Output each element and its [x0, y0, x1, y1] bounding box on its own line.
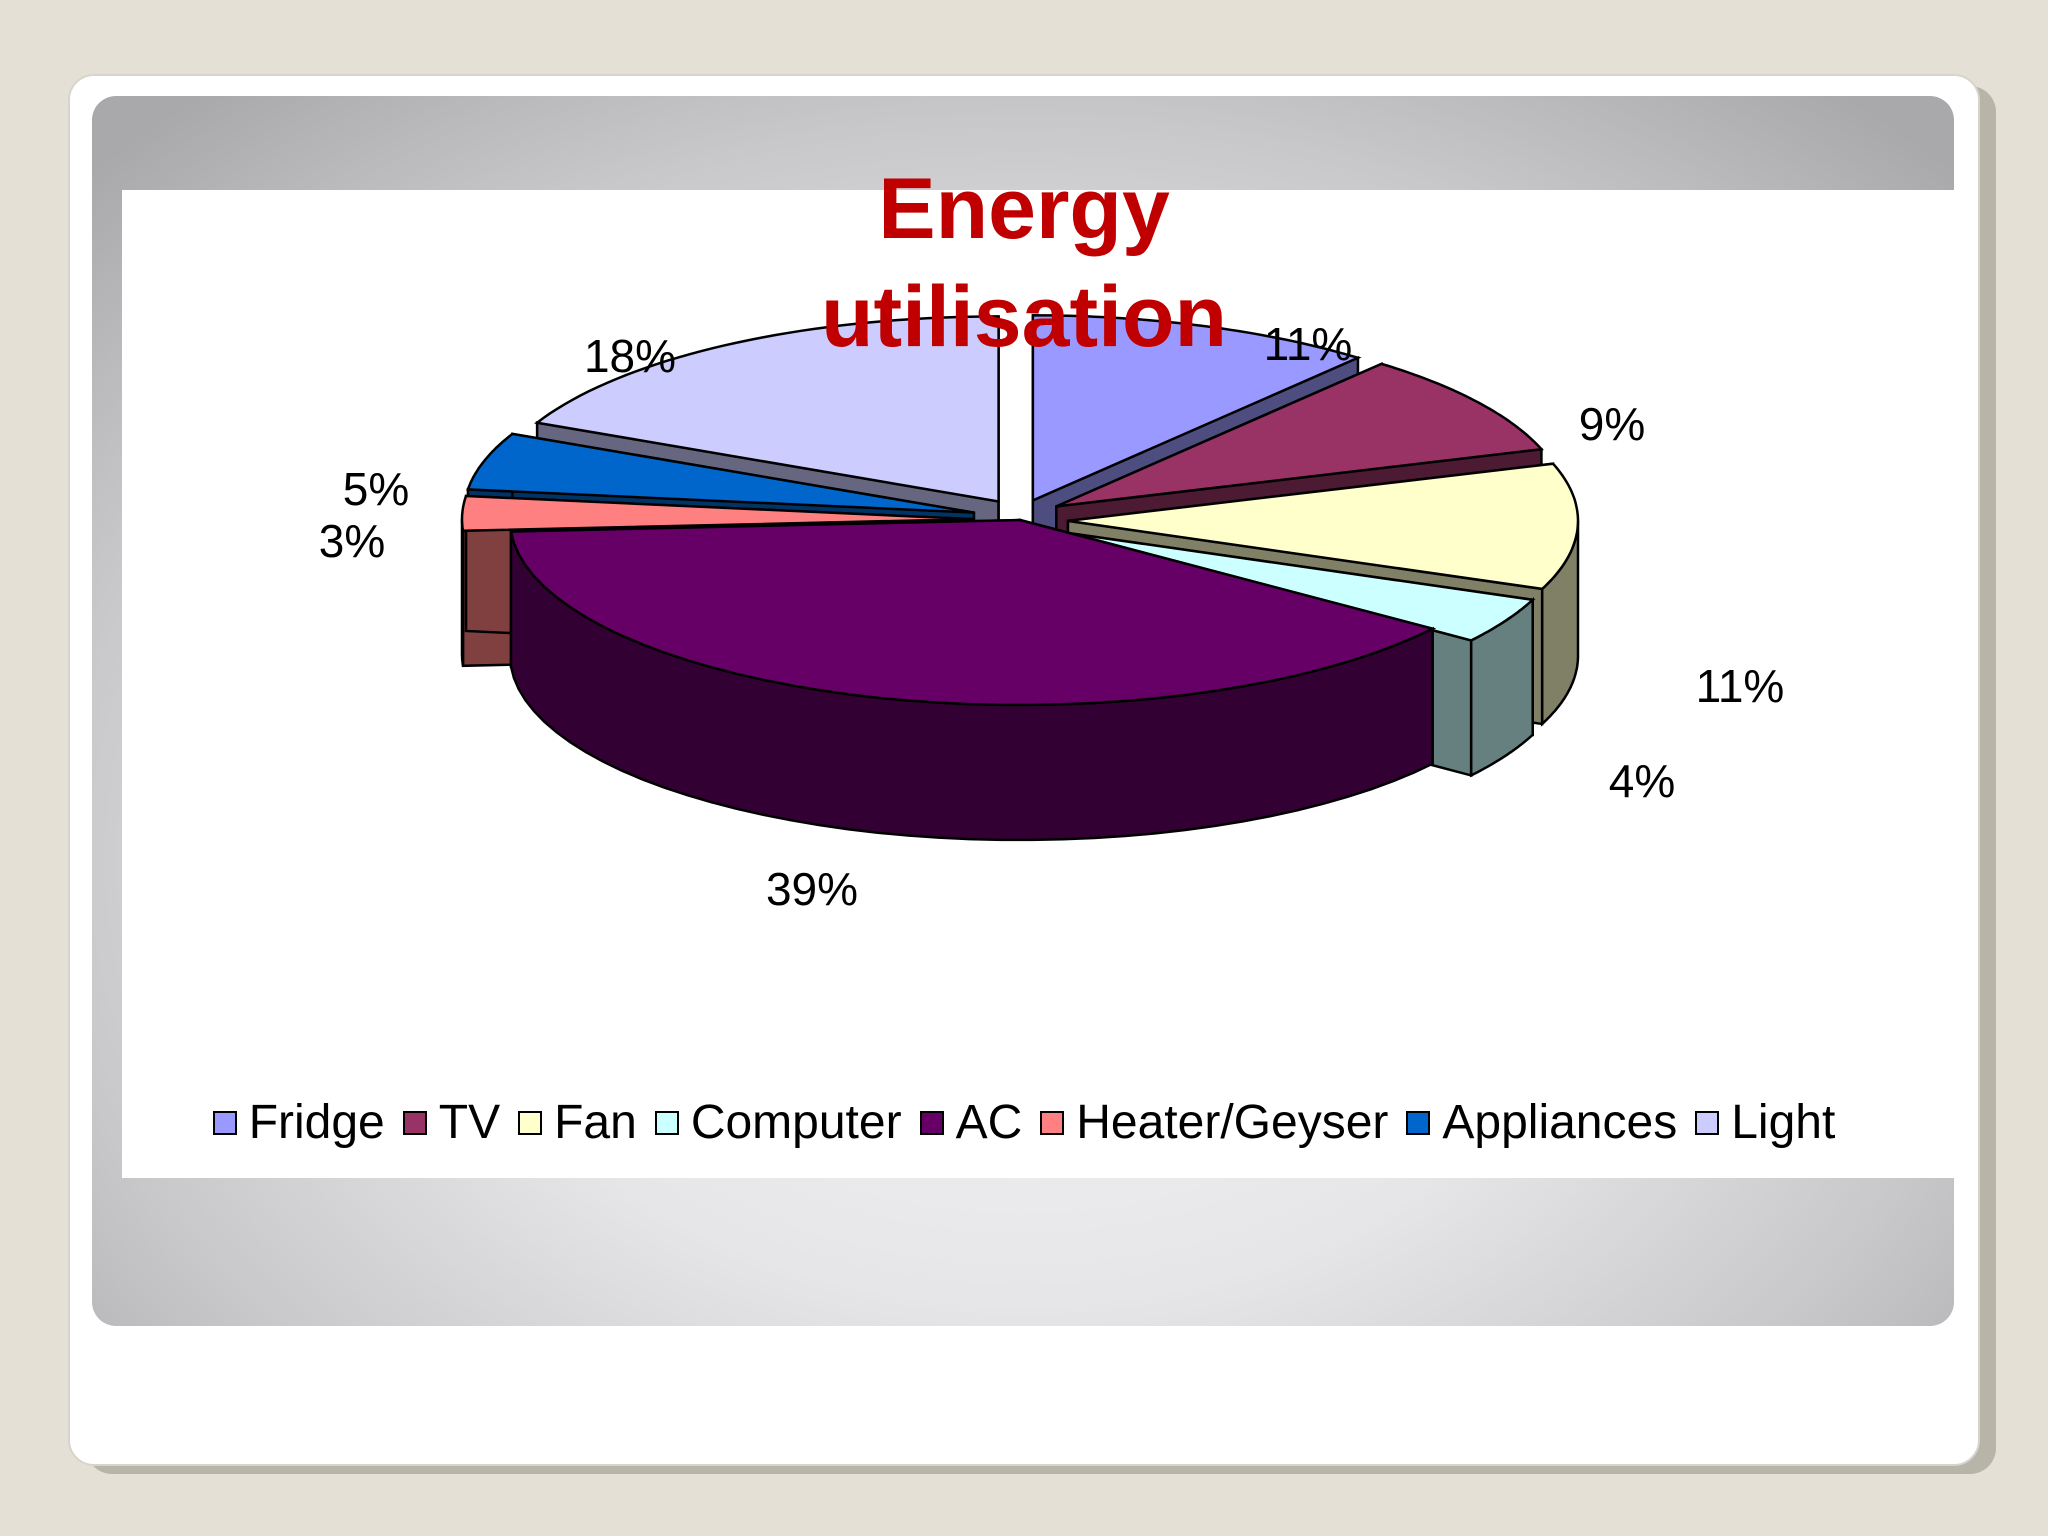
chart-title-line-1: Energy: [878, 161, 1170, 257]
legend-item-tv: TV: [402, 1095, 501, 1150]
legend-item-appliances: Appliances: [1406, 1095, 1677, 1150]
legend-label: Appliances: [1442, 1096, 1678, 1149]
legend-label: Computer: [690, 1096, 902, 1149]
legend-label: TV: [438, 1096, 501, 1149]
legend-label: Fridge: [248, 1096, 385, 1149]
legend-label: Heater/Geyser: [1076, 1096, 1389, 1149]
legend-swatch: [1695, 1110, 1720, 1135]
legend-item-light: Light: [1695, 1095, 1835, 1150]
legend-swatch: [919, 1110, 944, 1135]
legend-item-computer: Computer: [654, 1095, 902, 1150]
legend-item-fridge: Fridge: [212, 1095, 385, 1150]
legend-swatch: [518, 1110, 543, 1135]
legend-swatch: [212, 1110, 237, 1135]
data-label-computer: 4%: [1609, 755, 1675, 807]
data-label-appliances: 5%: [343, 463, 409, 515]
legend-label: Light: [1731, 1096, 1836, 1149]
data-label-heater-geyser: 3%: [319, 515, 385, 567]
legend-item-fan: Fan: [518, 1095, 637, 1150]
legend-label: Fan: [554, 1096, 637, 1149]
legend-swatch: [1406, 1110, 1431, 1135]
legend-swatch: [654, 1110, 679, 1135]
data-label-light: 18%: [584, 330, 676, 382]
legend-label: AC: [955, 1096, 1023, 1149]
data-label-ac: 39%: [766, 863, 858, 915]
data-label-fridge: 11%: [1264, 318, 1353, 370]
legend-item-ac: AC: [919, 1095, 1023, 1150]
legend-swatch: [1040, 1110, 1065, 1135]
chart-title-line-2: utilisation: [820, 269, 1228, 365]
chart-legend: Fridge TV Fan Computer AC Heater/Geyser Applia…: [0, 1095, 2048, 1150]
data-label-tv: 9%: [1579, 398, 1645, 450]
legend-swatch: [402, 1110, 427, 1135]
legend-item-heater-geyser: Heater/Geyser: [1040, 1095, 1388, 1150]
data-label-fan: 11%: [1696, 660, 1785, 712]
pie-slice-ac: [509, 518, 1437, 842]
